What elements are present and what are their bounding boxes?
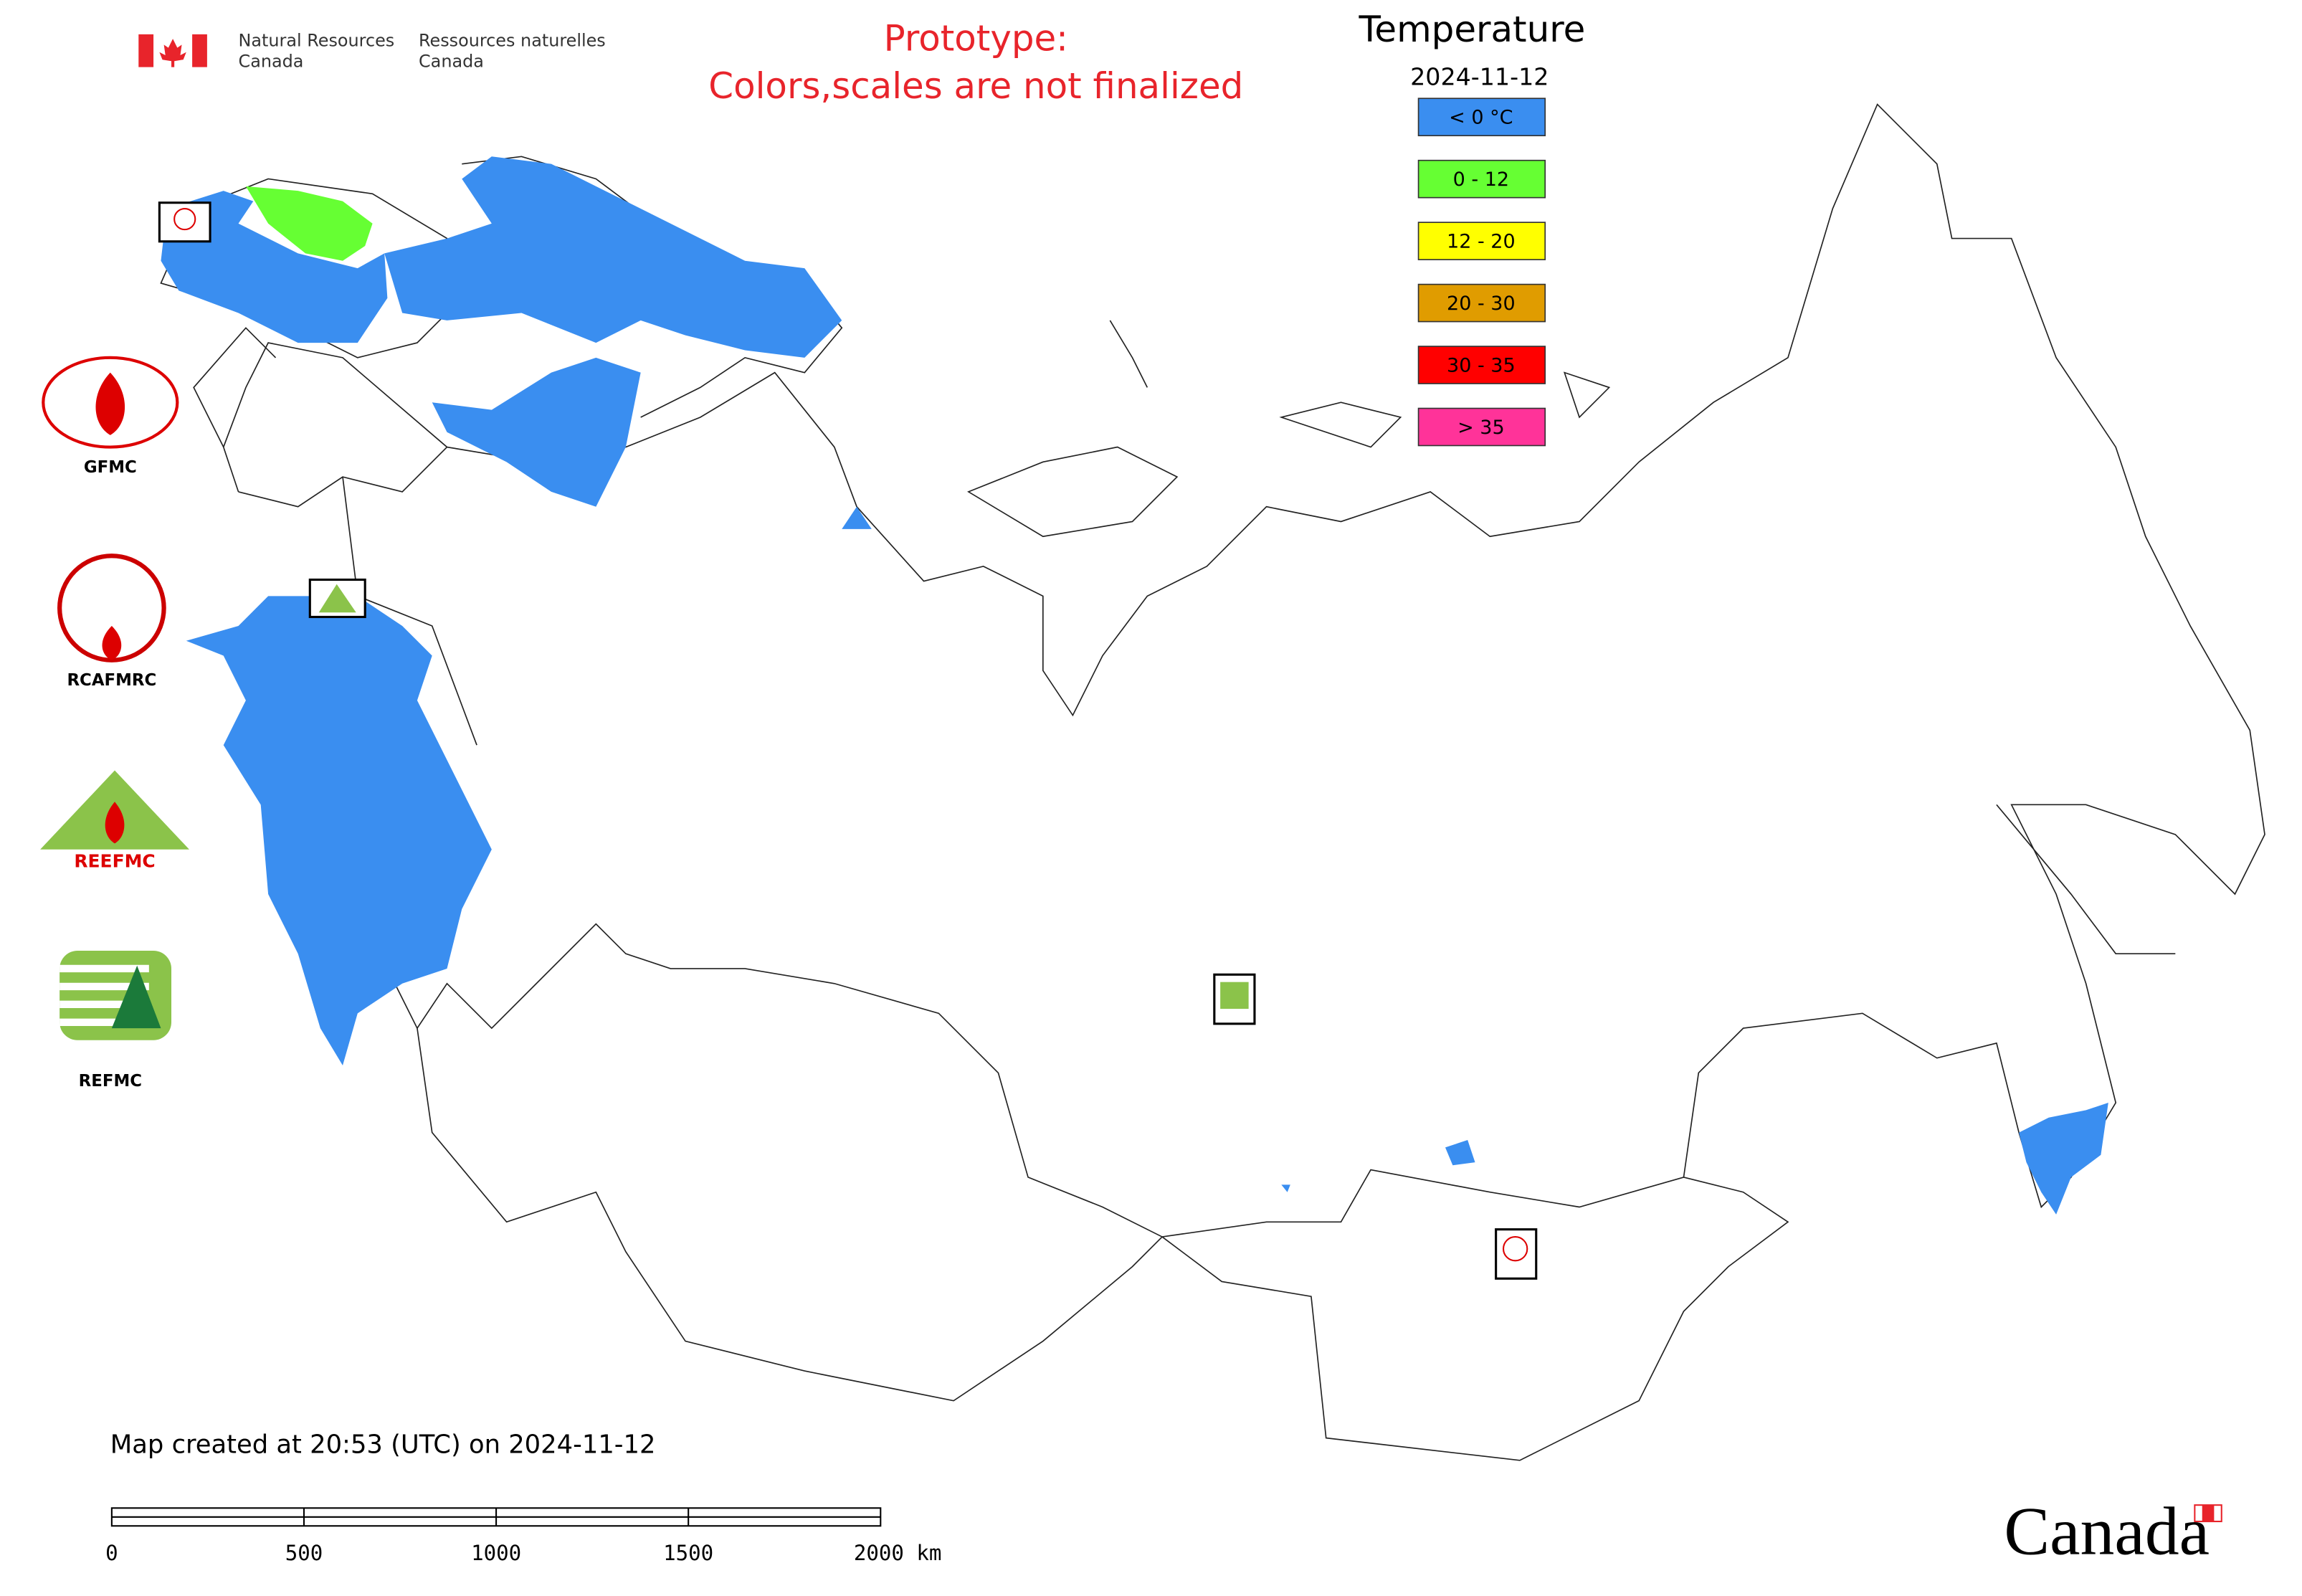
prototype-note: Prototype: xyxy=(884,18,1068,60)
legend-label: 12 - 20 xyxy=(1447,230,1516,252)
logo-label: RCAFMRC xyxy=(67,671,156,690)
logo-wordmark: REEFMC xyxy=(74,851,155,872)
agency-en: Canada xyxy=(239,52,304,72)
legend-swatch xyxy=(1417,283,1546,323)
site-markers xyxy=(158,201,1538,1280)
agency-fr: Ressources naturelles xyxy=(419,30,606,50)
legend-label: 30 - 35 xyxy=(1447,354,1516,376)
legend-label: > 35 xyxy=(1457,417,1505,439)
agency-fr: Canada xyxy=(419,52,484,72)
legend-swatch xyxy=(1417,407,1546,447)
legend-swatch xyxy=(1417,222,1546,260)
legend-swatch xyxy=(1417,346,1546,384)
scale-label: 0 xyxy=(105,1541,118,1565)
prototype-note: Colors,scales are not finalized xyxy=(708,65,1243,107)
legend-swatch xyxy=(1417,98,1546,137)
creation-note: Map created at 20:53 (UTC) on 2024-11-12 xyxy=(110,1430,656,1459)
nrcan-signature: Natural Resources Canada Ressources natu… xyxy=(138,30,606,72)
scale-label: 500 xyxy=(285,1541,323,1565)
logos: GFMC RCAFMRC REEFMC REFMC xyxy=(40,356,189,1091)
temperature-areas xyxy=(161,156,2108,1215)
agency-en: Natural Resources xyxy=(239,30,395,50)
legend-label: 0 - 12 xyxy=(1453,168,1509,191)
legend-label: 20 - 30 xyxy=(1447,293,1516,315)
legend-label: < 0 °C xyxy=(1449,107,1513,129)
canada-wordmark: Canada xyxy=(2004,1493,2210,1569)
scale-label: 1000 xyxy=(471,1541,521,1565)
logo-label: REFMC xyxy=(79,1072,142,1091)
logo-label: GFMC xyxy=(84,458,137,477)
legend: Temperature 2024-11-12 < 0 °C 0 - 12 12 - … xyxy=(1358,9,1585,447)
scale-label: 1500 xyxy=(663,1541,713,1565)
legend-title: Temperature xyxy=(1358,9,1585,50)
scale-bar: 0 500 1000 1500 2000 km xyxy=(105,1507,942,1565)
legend-swatch xyxy=(1417,159,1546,199)
legend-date: 2024-11-12 xyxy=(1410,63,1549,91)
scale-label: 2000 km xyxy=(854,1541,942,1565)
